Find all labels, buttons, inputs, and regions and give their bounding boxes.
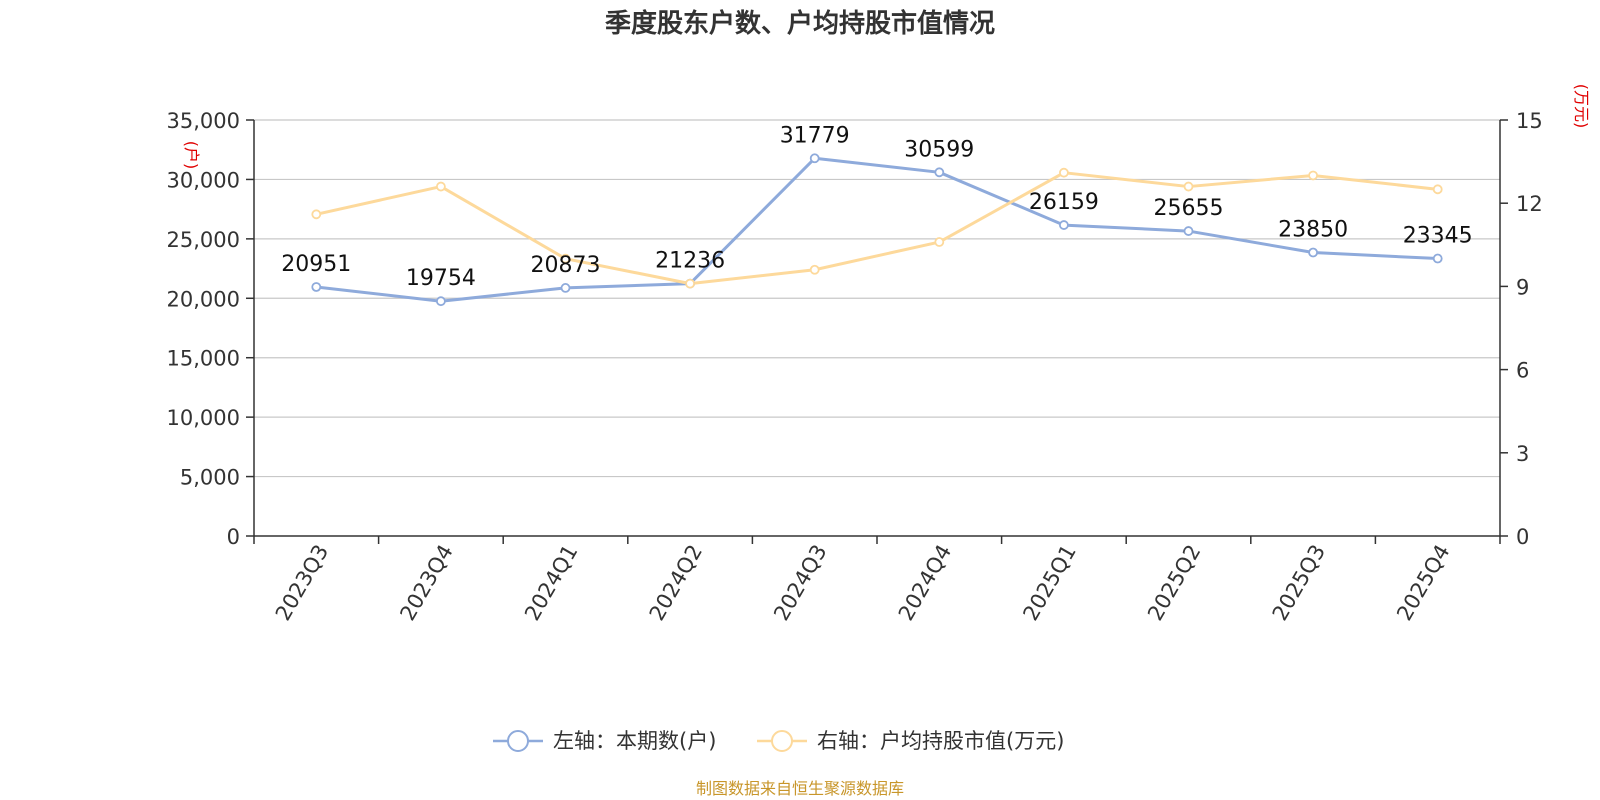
avg-value-point[interactable] [435,181,446,192]
holders-data-label: 20873 [531,253,601,278]
series-avg-value-points [311,167,1443,289]
avg-value-point[interactable] [560,253,571,264]
left-tick-label: 15,000 [167,347,240,371]
right-tick-label: 12 [1516,192,1543,216]
series-holders-path [316,156,1438,303]
legend-avg-value-swatch-circle [771,730,793,752]
avg-value-point[interactable] [1308,170,1318,181]
left-tick-label: 5,000 [180,466,240,490]
left-axis-ticks: 0 5,000 10,000 15,000 20,000 25,000 30,000 35,0… [167,109,254,549]
holders-point[interactable] [934,167,945,178]
x-axis-ticks: 2023Q3 2023Q4 2024Q1 2024Q2 2024Q3 2024Q4 2025… [253,536,1501,625]
left-axis-unit: (户) [182,141,201,170]
right-axis-unit: (万元) [1572,84,1591,129]
holders-data-label: 19754 [406,266,476,291]
holders-data-label: 23850 [1278,218,1348,243]
holders-point[interactable] [1308,247,1318,258]
holders-data-label: 23345 [1403,224,1473,249]
series-holders-line [316,156,1438,303]
holders-point[interactable] [1059,220,1069,230]
left-tick-label: 35,000 [167,109,240,133]
x-tick-label: 2024Q4 [894,541,956,625]
legend: 左轴：本期数(户) 右轴：户均持股市值(万元) [493,729,1064,753]
series-avg-value-line [315,171,1438,286]
holders-point[interactable] [311,282,322,292]
holders-point[interactable] [435,296,446,307]
holders-point[interactable] [809,153,820,164]
x-tick-label: 2023Q3 [271,541,333,625]
right-tick-label: 9 [1516,275,1529,299]
avg-value-point[interactable] [934,237,945,247]
right-axis-ticks: 0 3 6 9 12 15 [1500,109,1543,549]
x-tick-label: 2025Q1 [1018,541,1080,625]
avg-value-point[interactable] [1059,167,1069,178]
left-tick-label: 25,000 [167,228,240,252]
x-tick-label: 2025Q4 [1392,541,1454,625]
x-tick-label: 2025Q2 [1143,541,1205,625]
series-holders-points [311,153,1443,307]
x-tick-label: 2023Q4 [395,541,457,625]
x-tick-label: 2025Q3 [1268,541,1330,625]
data-labels: 20951 19754 20873 21236 31779 30599 26159 25655… [281,123,1472,291]
left-tick-label: 30,000 [167,168,240,192]
x-tick-label: 2024Q2 [645,541,707,625]
holders-data-label: 21236 [655,249,725,274]
avg-value-point[interactable] [1183,181,1194,192]
holders-data-label: 31779 [780,123,850,148]
left-tick-label: 0 [227,525,240,549]
holders-data-label: 25655 [1154,196,1224,221]
avg-value-point[interactable] [311,209,322,220]
avg-value-point[interactable] [1432,184,1443,195]
legend-avg-value-label: 右轴：户均持股市值(万元) [817,729,1064,753]
chart-title: 季度股东户数、户均持股市值情况 [605,8,995,39]
right-tick-label: 0 [1516,525,1529,549]
legend-holders-label: 左轴：本期数(户) [553,729,716,753]
legend-holders-swatch-circle [507,730,529,752]
holders-point[interactable] [1432,253,1443,264]
holders-data-label: 26159 [1029,190,1099,215]
holders-data-label: 30599 [904,137,974,162]
left-tick-label: 20,000 [167,287,240,311]
holders-point[interactable] [560,283,571,293]
right-tick-label: 6 [1516,359,1529,383]
holders-point[interactable] [1183,226,1194,236]
series-avg-value-path [315,171,1438,286]
legend-item-avg-value[interactable]: 右轴：户均持股市值(万元) [757,729,1064,753]
source-note: 制图数据来自恒生聚源数据库 [696,779,904,798]
holders-data-label: 20951 [281,252,351,277]
x-tick-label: 2024Q3 [769,541,831,625]
x-tick-label: 2024Q1 [520,541,582,625]
avg-value-point[interactable] [685,278,695,289]
left-tick-label: 10,000 [167,406,240,430]
right-tick-label: 15 [1516,109,1543,133]
right-tick-label: 3 [1516,442,1529,466]
avg-value-point[interactable] [809,264,820,275]
legend-item-holders[interactable]: 左轴：本期数(户) [493,729,716,753]
